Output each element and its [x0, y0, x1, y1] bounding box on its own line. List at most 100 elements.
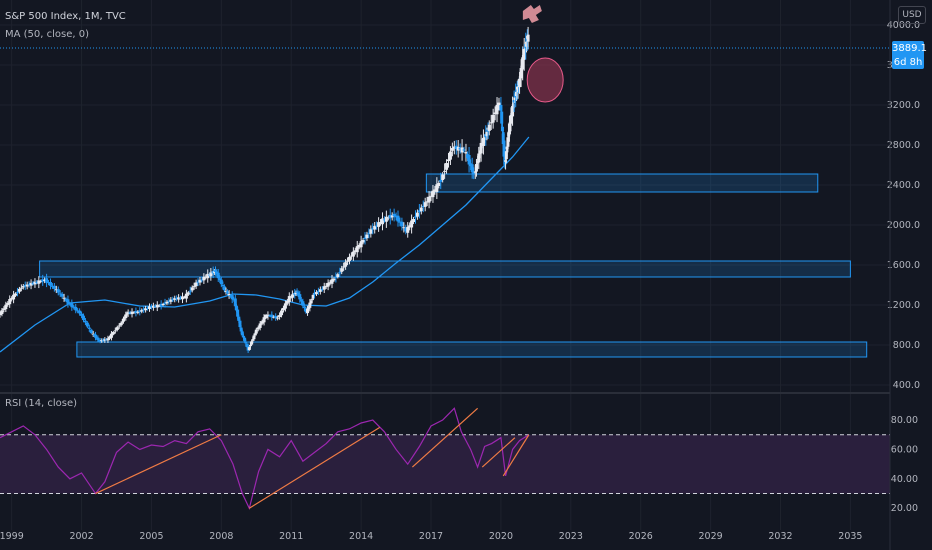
x-tick-label: 1999	[0, 531, 24, 542]
candle-body	[149, 306, 153, 308]
candle-body	[390, 215, 394, 218]
candle-body	[433, 189, 437, 192]
candle-body	[47, 282, 51, 284]
candle-body	[423, 202, 427, 207]
candle-body	[227, 294, 231, 296]
x-tick-label: 2029	[699, 531, 723, 542]
candle-body	[175, 297, 179, 299]
candle-body	[495, 104, 499, 115]
x-tick-label: 2017	[419, 531, 443, 542]
candle-body	[204, 276, 208, 278]
ma-legend[interactable]: MA (50, close, 0)	[5, 29, 90, 40]
candle-body	[120, 321, 124, 323]
rsi-trendline	[248, 426, 381, 509]
candle-body	[159, 303, 163, 306]
candle-body	[98, 340, 102, 342]
candle-body	[233, 298, 237, 307]
candle-body	[474, 164, 478, 172]
candle-body	[499, 105, 503, 111]
candle-body	[117, 325, 121, 327]
candle-body	[10, 298, 14, 300]
candle-body	[509, 114, 513, 124]
candle-body	[209, 272, 213, 277]
rsi-legend[interactable]: RSI (14, close)	[5, 398, 78, 409]
x-tick-label: 2014	[349, 531, 373, 542]
candle-body	[119, 322, 123, 326]
candle-body	[340, 268, 344, 272]
y-tick-label: 1600.0	[887, 260, 920, 271]
candle-body	[121, 318, 125, 322]
candle-body	[413, 216, 417, 218]
candle-body	[0, 313, 2, 315]
candle-body	[314, 292, 318, 295]
candle-body	[294, 292, 298, 295]
candle-body	[386, 217, 390, 219]
candle-body	[522, 49, 526, 60]
x-tick-label: 2023	[559, 531, 583, 542]
bar-countdown: 6d 8h	[893, 57, 923, 68]
candle-body	[380, 218, 384, 225]
candle-body	[138, 310, 142, 313]
candle-body	[489, 122, 493, 124]
candle-body	[256, 327, 260, 330]
candle-body	[324, 285, 328, 287]
candle-body	[347, 256, 351, 262]
candle-body	[48, 282, 52, 286]
candle-body	[39, 281, 43, 282]
y-tick-label: 2000.0	[887, 220, 920, 231]
candle-body	[136, 311, 140, 313]
candle-body	[115, 327, 119, 330]
candle-body	[219, 279, 223, 285]
candle-body	[516, 86, 520, 93]
candle-body	[299, 299, 303, 302]
candle-body	[404, 227, 408, 232]
candle-body	[232, 298, 236, 300]
currency-button[interactable]: USD	[898, 6, 926, 24]
candle-body	[151, 305, 155, 308]
candle-body	[464, 152, 468, 154]
candle-body	[91, 333, 95, 335]
horizontal-zone	[39, 260, 851, 278]
candle-body	[481, 137, 485, 147]
y-tick-label: 3200.0	[887, 100, 920, 111]
candle-body	[371, 228, 375, 230]
candle-body	[245, 344, 249, 347]
candle-body	[313, 293, 317, 295]
candle-body	[111, 332, 115, 335]
candle-body	[66, 299, 70, 304]
candle-body	[467, 155, 471, 165]
candle-body	[234, 305, 238, 311]
candle-body	[506, 137, 510, 147]
candle-body	[367, 233, 371, 235]
candle-body	[264, 315, 268, 318]
candle-body	[421, 205, 425, 207]
candle-body	[412, 219, 416, 222]
rsi-tick-label: 40.00	[891, 474, 918, 485]
candle-body	[62, 297, 66, 299]
candle-body	[342, 266, 346, 268]
candle-body	[142, 309, 146, 311]
candle-body	[379, 222, 383, 224]
candle-body	[72, 306, 76, 308]
candle-body	[272, 316, 276, 318]
candle-body	[365, 234, 369, 239]
candle-body	[248, 344, 252, 347]
candle-body	[298, 294, 302, 300]
candle-body	[435, 184, 439, 192]
candle-body	[196, 281, 200, 283]
candle-body	[363, 237, 367, 239]
x-tick-label: 2011	[279, 531, 303, 542]
candle-body	[295, 291, 299, 293]
candle-body	[31, 283, 35, 285]
candle-body	[503, 155, 507, 165]
candle-body	[283, 303, 287, 309]
candle-body	[100, 340, 104, 342]
rsi-series	[0, 407, 530, 511]
candle-body	[396, 215, 400, 222]
candle-body	[68, 303, 72, 305]
horizontal-zone	[425, 173, 819, 193]
candle-body	[462, 149, 466, 151]
horizontal-zone	[76, 341, 868, 358]
candle-body	[144, 308, 148, 311]
